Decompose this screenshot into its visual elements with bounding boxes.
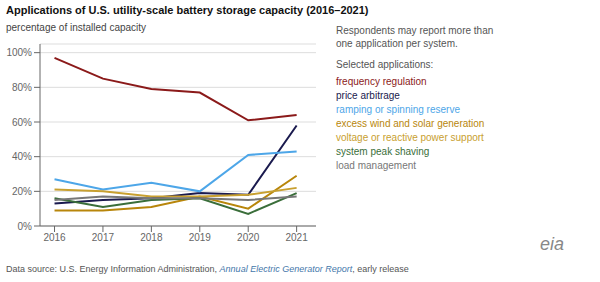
html-text:system peak shaving: system peak shaving: [336, 146, 430, 157]
svg-text:100%: 100%: [8, 47, 32, 58]
svg-text:2018: 2018: [140, 232, 163, 243]
html-text:one application per system.: one application per system.: [336, 38, 458, 49]
html-text:frequency regulation: frequency regulation: [336, 76, 427, 87]
html-text:eia: eia: [540, 234, 564, 254]
html-text:Applications of U.S. utility-s: Applications of U.S. utility-scale batte…: [6, 4, 369, 16]
html-text:Respondents may report more th: Respondents may report more than: [336, 25, 494, 36]
svg-text:2017: 2017: [92, 232, 115, 243]
svg-text:80%: 80%: [12, 82, 32, 93]
html-text:percentage of installed capaci: percentage of installed capacity: [6, 22, 147, 33]
html-text:excess wind and solar generati: excess wind and solar generation: [336, 118, 485, 129]
html-text:voltage or reactive power supp: voltage or reactive power support: [336, 132, 484, 143]
html-text:price arbitrage: price arbitrage: [336, 90, 400, 101]
svg-text:40%: 40%: [12, 151, 32, 162]
svg-text:2016: 2016: [43, 232, 66, 243]
svg-text:0%: 0%: [18, 221, 33, 232]
svg-text:20%: 20%: [12, 186, 32, 197]
svg-text:2019: 2019: [189, 232, 212, 243]
html-text:load management: load management: [336, 160, 417, 171]
svg-text:60%: 60%: [12, 117, 32, 128]
svg-text:2021: 2021: [286, 232, 309, 243]
html-text:Selected applications:: Selected applications:: [336, 59, 434, 70]
html-text:ramping or spinning reserve: ramping or spinning reserve: [336, 104, 460, 115]
html-text:Data source: U.S. Energy Infor: Data source: U.S. Energy Information Adm…: [6, 264, 409, 274]
svg-text:2020: 2020: [237, 232, 260, 243]
